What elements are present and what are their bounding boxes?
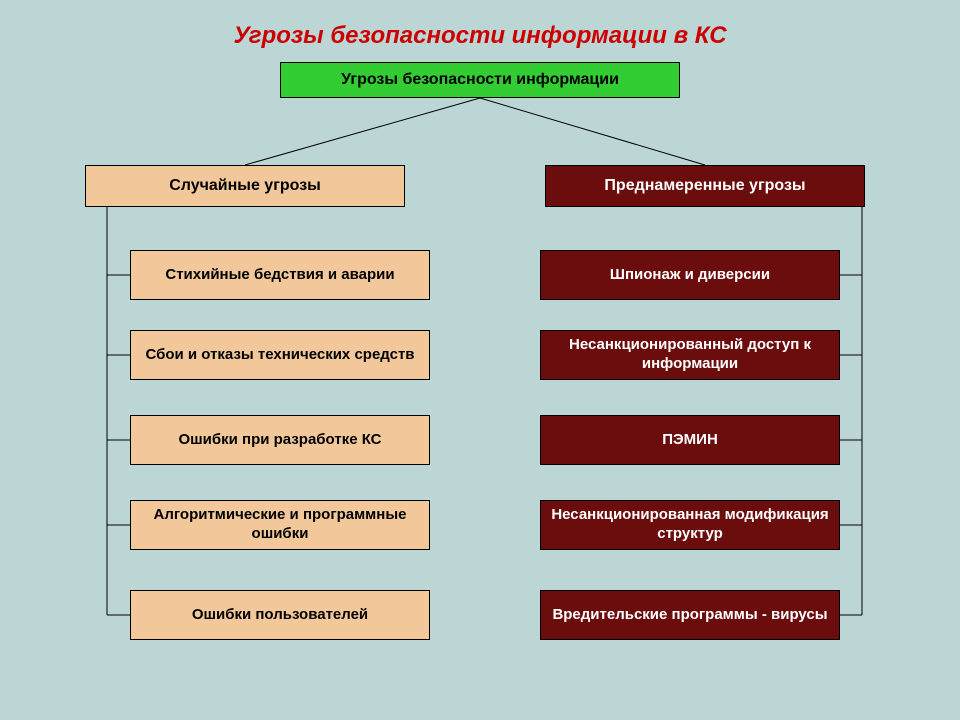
right-category-header-label: Преднамеренные угрозы xyxy=(604,176,805,196)
left-item: Алгоритмические и программные ошибки xyxy=(130,500,430,550)
left-item-label: Стихийные бедствия и аварии xyxy=(165,266,394,285)
right-item-label: Шпионаж и диверсии xyxy=(610,266,770,285)
right-item: Несанкционированный доступ к информации xyxy=(540,330,840,380)
left-item-label: Ошибки пользователей xyxy=(192,606,368,625)
right-item-label: Вредительские программы - вирусы xyxy=(552,606,827,625)
left-category-header-label: Случайные угрозы xyxy=(169,176,321,196)
right-item-label: Несанкционированная модификация структур xyxy=(549,506,831,544)
left-item-label: Алгоритмические и программные ошибки xyxy=(139,506,421,544)
left-item: Стихийные бедствия и аварии xyxy=(130,250,430,300)
left-item: Сбои и отказы технических средств xyxy=(130,330,430,380)
left-item-label: Ошибки при разработке КС xyxy=(178,431,381,450)
left-item: Ошибки пользователей xyxy=(130,590,430,640)
left-category-header: Случайные угрозы xyxy=(85,165,405,207)
right-item: Шпионаж и диверсии xyxy=(540,250,840,300)
page-title: Угрозы безопасности информации в КС xyxy=(0,22,960,50)
left-item-label: Сбои и отказы технических средств xyxy=(145,346,414,365)
root-node: Угрозы безопасности информации xyxy=(280,62,680,98)
right-item: ПЭМИН xyxy=(540,415,840,465)
right-item-label: Несанкционированный доступ к информации xyxy=(549,336,831,374)
right-item: Несанкционированная модификация структур xyxy=(540,500,840,550)
right-item-label: ПЭМИН xyxy=(662,431,718,450)
right-item: Вредительские программы - вирусы xyxy=(540,590,840,640)
left-item: Ошибки при разработке КС xyxy=(130,415,430,465)
root-node-label: Угрозы безопасности информации xyxy=(341,70,619,90)
right-category-header: Преднамеренные угрозы xyxy=(545,165,865,207)
